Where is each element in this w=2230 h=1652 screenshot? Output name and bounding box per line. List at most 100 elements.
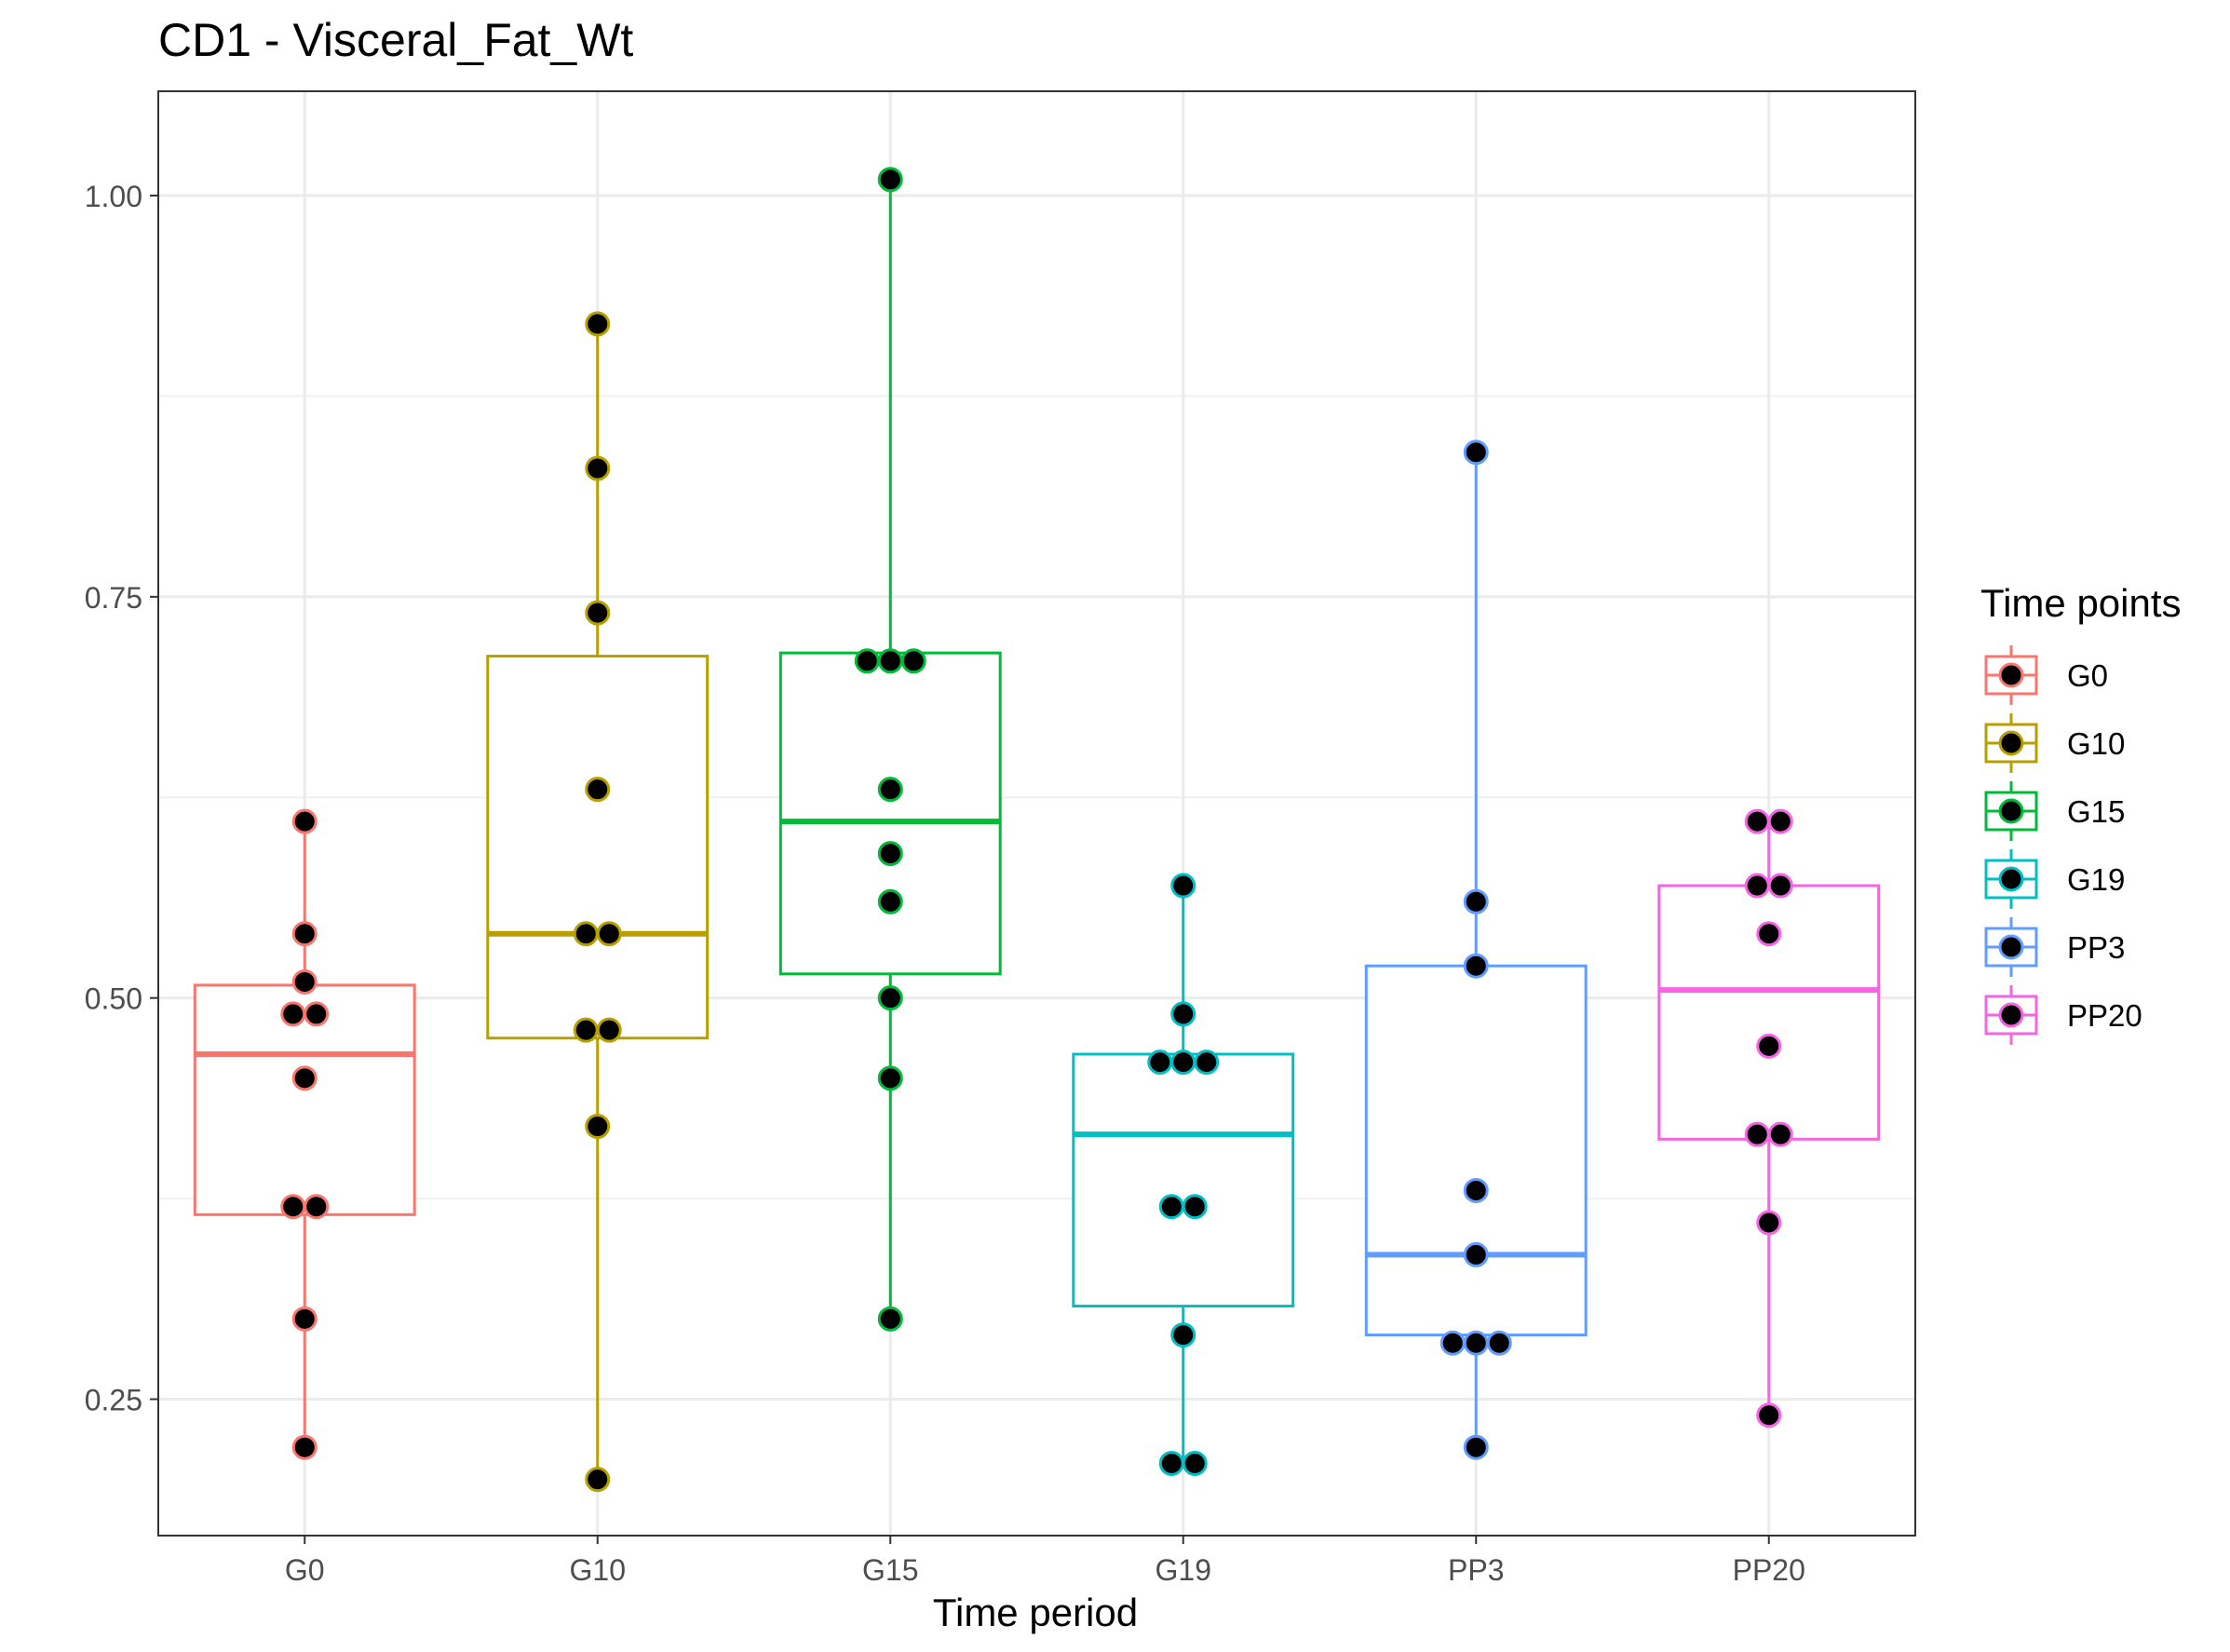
data-point (1194, 1049, 1220, 1076)
data-point (1170, 1001, 1196, 1027)
y-tick-label: 0.50 (85, 982, 142, 1016)
data-point (1463, 1177, 1489, 1203)
data-point (280, 1001, 306, 1027)
legend-item-G19: G19 (1984, 849, 2125, 909)
legend-item-G0: G0 (1984, 645, 2108, 705)
data-point (1756, 921, 1782, 947)
legend-key-point (1998, 798, 2024, 824)
data-point (900, 648, 926, 674)
legend-key-point (1998, 730, 2024, 756)
box-iqr (778, 651, 1002, 976)
legend-label: G19 (2067, 862, 2125, 897)
data-point (291, 1434, 318, 1460)
legend-label: G0 (2067, 658, 2108, 693)
data-point (1744, 873, 1770, 899)
box-iqr (1364, 964, 1588, 1337)
data-point (1182, 1450, 1208, 1476)
data-point (304, 1194, 330, 1220)
data-point (1439, 1330, 1466, 1356)
data-point (877, 777, 903, 803)
data-point (1767, 1121, 1793, 1147)
data-point (585, 600, 611, 626)
box-G10 (486, 323, 710, 1480)
box-iqr (486, 655, 710, 1040)
x-axis-title: Time period (933, 1591, 1138, 1634)
data-point (280, 1194, 306, 1220)
box-series (193, 179, 1881, 1480)
data-point (877, 648, 903, 674)
legend-key-point (1998, 866, 2024, 892)
data-point (877, 841, 903, 867)
data-point (1756, 1033, 1782, 1059)
data-point (1170, 1322, 1196, 1348)
data-point (1744, 808, 1770, 834)
data-point (1158, 1194, 1184, 1220)
data-point (291, 968, 318, 995)
data-point (1463, 440, 1489, 466)
box-G15 (778, 179, 1002, 1320)
data-point (585, 777, 611, 803)
box-iqr (193, 983, 416, 1216)
data-point (1756, 1402, 1782, 1429)
legend-key-point (1998, 934, 2024, 960)
x-tick-label: G15 (862, 1553, 918, 1587)
data-point (877, 1306, 903, 1332)
legend-items: G0 G10 G15 G19 PP3 PP20 (1984, 645, 2142, 1045)
legend-label: PP20 (2067, 998, 2142, 1033)
box-PP3 (1364, 452, 1588, 1448)
data-point (1463, 888, 1489, 914)
data-point (291, 1306, 318, 1332)
legend-item-G15: G15 (1984, 781, 2125, 841)
legend-item-G10: G10 (1984, 713, 2125, 773)
data-point (1767, 873, 1793, 899)
data-point (585, 1467, 611, 1493)
x-tick-label: G10 (570, 1553, 626, 1587)
data-point (1756, 1210, 1782, 1236)
y-tick-label: 1.00 (85, 180, 142, 213)
legend-label: G10 (2067, 726, 2125, 761)
data-point (1463, 1241, 1489, 1267)
legend-label: G15 (2067, 794, 2125, 829)
plot-panel-border (157, 90, 1916, 1537)
legend-title: Time points (1980, 581, 2182, 625)
data-point (596, 921, 622, 947)
data-point (585, 311, 611, 337)
data-point (1182, 1194, 1208, 1220)
data-points (280, 167, 1793, 1493)
data-point (1463, 953, 1489, 979)
data-point (573, 1017, 599, 1043)
data-point (1147, 1049, 1173, 1076)
data-point (291, 808, 318, 834)
legend-item-PP20: PP20 (1984, 985, 2142, 1045)
data-point (854, 648, 880, 674)
data-point (573, 921, 599, 947)
chart-title: CD1 - Visceral_Fat_Wt (158, 14, 633, 66)
data-point (304, 1001, 330, 1027)
box-G0 (193, 821, 416, 1448)
legend-key-point (1998, 1002, 2024, 1028)
data-point (877, 167, 903, 193)
y-tick-label: 0.75 (85, 581, 142, 615)
data-point (1463, 1330, 1489, 1356)
data-point (1767, 808, 1793, 834)
data-point (877, 1065, 903, 1091)
x-tick-label: PP3 (1448, 1553, 1504, 1587)
data-point (585, 1114, 611, 1140)
data-point (1170, 873, 1196, 899)
data-point (1170, 1049, 1196, 1076)
data-point (877, 985, 903, 1011)
x-tick-label: PP20 (1733, 1553, 1805, 1587)
legend: Time points G0 G10 G15 G19 PP3 PP20 (1980, 581, 2182, 1045)
box-iqr (1072, 1052, 1295, 1308)
legend-item-PP3: PP3 (1984, 917, 2125, 977)
data-point (291, 1065, 318, 1091)
data-point (1744, 1121, 1770, 1147)
legend-label: PP3 (2067, 930, 2125, 965)
legend-key-point (1998, 662, 2024, 688)
data-point (585, 455, 611, 481)
data-point (1158, 1450, 1184, 1476)
data-point (291, 921, 318, 947)
x-tick-label: G0 (285, 1553, 325, 1587)
x-tick-label: G19 (1156, 1553, 1211, 1587)
